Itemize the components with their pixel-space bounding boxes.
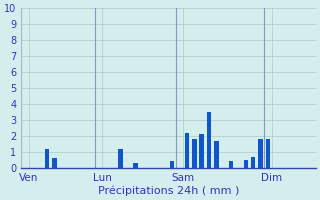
Bar <box>258 139 263 168</box>
Bar <box>207 112 211 168</box>
Bar <box>185 133 189 168</box>
Bar <box>133 163 138 168</box>
Bar <box>170 161 174 168</box>
Bar <box>251 157 255 168</box>
Bar <box>199 134 204 168</box>
Bar <box>229 161 233 168</box>
Bar <box>45 149 49 168</box>
Bar <box>52 158 57 168</box>
Bar <box>266 139 270 168</box>
Bar <box>214 141 219 168</box>
X-axis label: Précipitations 24h ( mm ): Précipitations 24h ( mm ) <box>98 185 239 196</box>
Bar <box>118 149 123 168</box>
Bar <box>192 139 196 168</box>
Bar <box>244 160 248 168</box>
